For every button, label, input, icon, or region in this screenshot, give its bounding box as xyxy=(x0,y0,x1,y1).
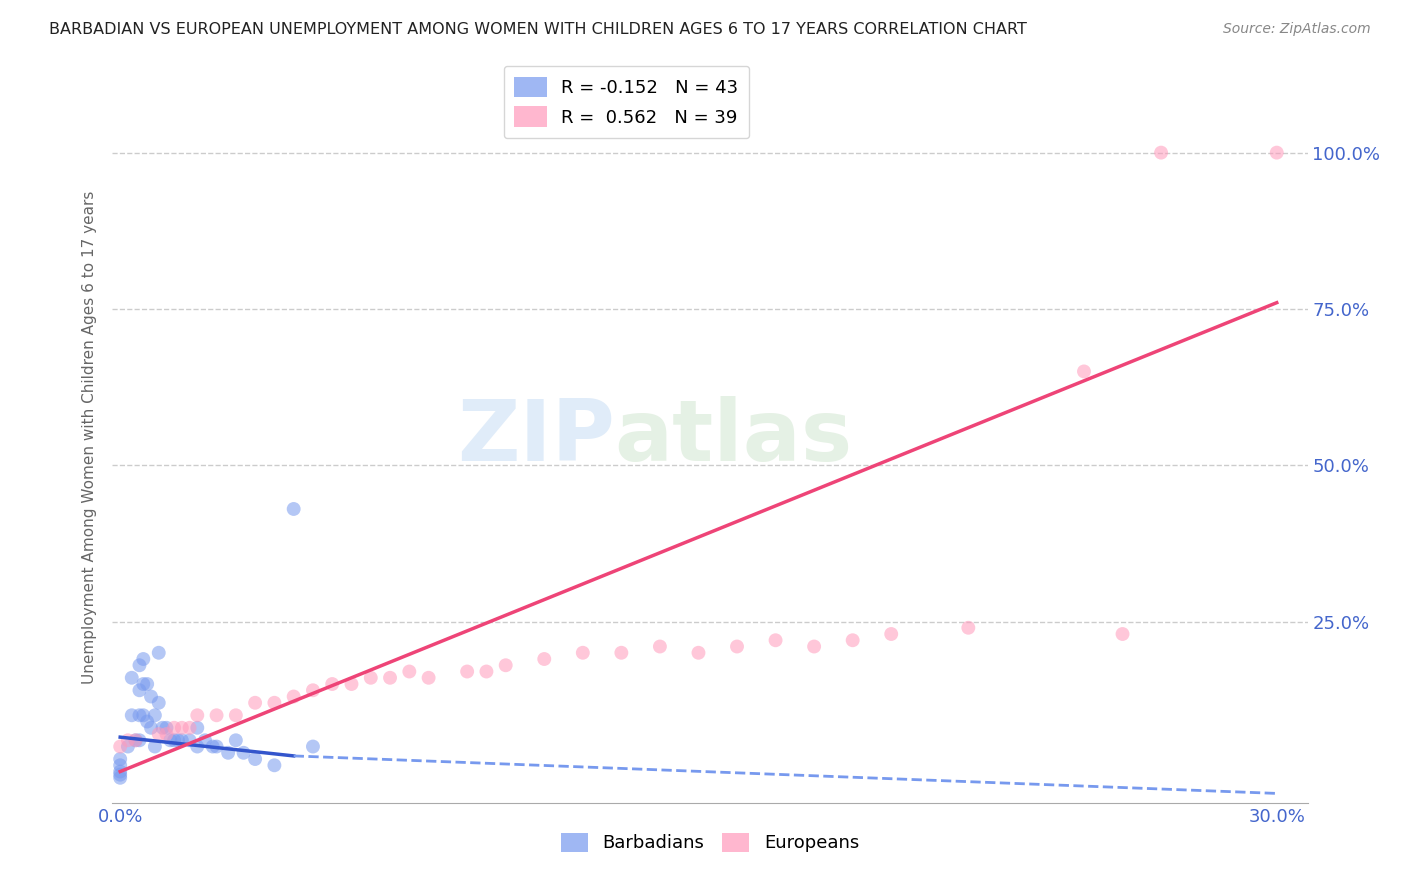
Point xyxy=(225,708,247,723)
Point xyxy=(152,721,174,735)
Point xyxy=(124,733,146,747)
Text: BARBADIAN VS EUROPEAN UNEMPLOYMENT AMONG WOMEN WITH CHILDREN AGES 6 TO 17 YEARS : BARBADIAN VS EUROPEAN UNEMPLOYMENT AMONG… xyxy=(49,22,1028,37)
Point xyxy=(117,733,139,747)
Point xyxy=(572,646,595,660)
Point xyxy=(179,733,201,747)
Point xyxy=(302,739,325,754)
Point xyxy=(217,746,239,760)
Text: ZIP: ZIP xyxy=(457,395,614,479)
Point xyxy=(136,677,159,691)
Point xyxy=(841,633,863,648)
Legend: Barbadians, Europeans: Barbadians, Europeans xyxy=(554,826,866,860)
Point xyxy=(263,696,285,710)
Point xyxy=(321,677,343,691)
Point xyxy=(495,658,517,673)
Point xyxy=(418,671,440,685)
Point xyxy=(803,640,825,654)
Point xyxy=(456,665,478,679)
Point xyxy=(128,683,150,698)
Point xyxy=(108,767,131,781)
Point xyxy=(170,721,193,735)
Point xyxy=(243,752,266,766)
Point xyxy=(957,621,980,635)
Point xyxy=(283,502,305,516)
Point xyxy=(243,696,266,710)
Point xyxy=(121,708,143,723)
Point xyxy=(139,690,162,704)
Point xyxy=(163,721,186,735)
Point xyxy=(108,771,131,785)
Point xyxy=(132,677,155,691)
Point xyxy=(128,733,150,747)
Point xyxy=(148,646,170,660)
Point xyxy=(128,708,150,723)
Point xyxy=(155,721,177,735)
Point xyxy=(688,646,710,660)
Point xyxy=(136,714,159,729)
Point xyxy=(205,708,228,723)
Text: Source: ZipAtlas.com: Source: ZipAtlas.com xyxy=(1223,22,1371,37)
Point xyxy=(186,708,208,723)
Point xyxy=(128,658,150,673)
Point xyxy=(302,683,325,698)
Point xyxy=(108,752,131,766)
Point xyxy=(340,677,363,691)
Point xyxy=(132,652,155,666)
Point xyxy=(121,671,143,685)
Point xyxy=(163,733,186,747)
Point xyxy=(533,652,555,666)
Point xyxy=(880,627,903,641)
Point xyxy=(132,708,155,723)
Point xyxy=(610,646,633,660)
Point xyxy=(186,721,208,735)
Point xyxy=(1265,145,1288,160)
Point xyxy=(108,739,131,754)
Point xyxy=(1111,627,1133,641)
Point xyxy=(263,758,285,772)
Point xyxy=(139,721,162,735)
Point xyxy=(167,733,190,747)
Point xyxy=(232,746,254,760)
Point xyxy=(108,758,131,772)
Point xyxy=(1073,364,1095,378)
Point xyxy=(155,727,177,741)
Point xyxy=(765,633,787,648)
Point xyxy=(398,665,420,679)
Point xyxy=(201,739,224,754)
Point xyxy=(283,690,305,704)
Point xyxy=(179,721,201,735)
Point xyxy=(194,733,217,747)
Point xyxy=(159,733,181,747)
Y-axis label: Unemployment Among Women with Children Ages 6 to 17 years: Unemployment Among Women with Children A… xyxy=(82,190,97,684)
Point xyxy=(143,708,166,723)
Point xyxy=(725,640,748,654)
Point xyxy=(143,739,166,754)
Point xyxy=(124,733,146,747)
Point xyxy=(108,764,131,779)
Point xyxy=(186,739,208,754)
Point xyxy=(648,640,671,654)
Point xyxy=(205,739,228,754)
Point xyxy=(360,671,382,685)
Point xyxy=(1150,145,1173,160)
Point xyxy=(475,665,498,679)
Point xyxy=(148,696,170,710)
Point xyxy=(117,739,139,754)
Point xyxy=(378,671,401,685)
Point xyxy=(170,733,193,747)
Text: atlas: atlas xyxy=(614,395,852,479)
Point xyxy=(148,727,170,741)
Point xyxy=(225,733,247,747)
